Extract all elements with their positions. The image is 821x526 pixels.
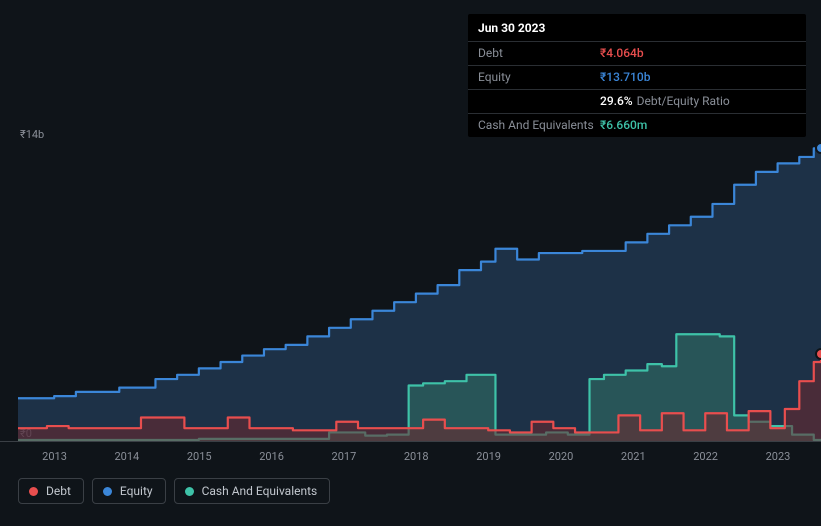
- legend-dot-icon: [185, 487, 194, 496]
- legend-item[interactable]: Equity: [92, 478, 166, 504]
- legend-label: Cash And Equivalents: [202, 484, 318, 498]
- x-axis-tick: 2020: [549, 450, 574, 463]
- legend-label: Debt: [46, 484, 71, 498]
- x-axis-tick: 2021: [621, 450, 646, 463]
- legend-item[interactable]: Debt: [18, 478, 84, 504]
- tooltip-row-label: Equity: [478, 70, 600, 84]
- x-axis-tick: 2013: [42, 450, 67, 463]
- x-axis-tick: 2022: [693, 450, 718, 463]
- chart: ₹14b₹0 201320142015201620172018201920202…: [0, 118, 821, 526]
- tooltip-row-value: ₹13.710b: [600, 70, 650, 84]
- chart-plot: [18, 142, 821, 441]
- tooltip-row: Equity₹13.710b: [468, 65, 806, 89]
- legend-item[interactable]: Cash And Equivalents: [174, 478, 331, 504]
- x-axis-tick: 2016: [259, 450, 284, 463]
- tooltip-row: 29.6% Debt/Equity Ratio: [468, 89, 806, 113]
- tooltip-row-value: ₹4.064b: [600, 46, 644, 60]
- tooltip-date: Jun 30 2023: [468, 14, 806, 41]
- legend-dot-icon: [103, 487, 112, 496]
- tooltip-row-suffix: Debt/Equity Ratio: [637, 94, 730, 108]
- tooltip-row-value: 29.6%: [600, 94, 633, 108]
- x-axis-tick: 2017: [332, 450, 357, 463]
- x-axis-tick: 2015: [187, 450, 212, 463]
- x-axis-tick: 2023: [766, 450, 791, 463]
- chart-legend: Debt Equity Cash And Equivalents: [18, 478, 330, 504]
- legend-label: Equity: [120, 484, 153, 498]
- x-axis-line: [0, 441, 821, 442]
- x-axis-tick: 2018: [404, 450, 429, 463]
- tooltip-row: Debt₹4.064b: [468, 41, 806, 65]
- legend-dot-icon: [29, 487, 38, 496]
- tooltip-row-label: Debt: [478, 46, 600, 60]
- x-axis-tick: 2014: [115, 450, 140, 463]
- x-axis-tick: 2019: [476, 450, 501, 463]
- y-axis-tick: ₹14b: [20, 128, 44, 141]
- tooltip-row-label: [478, 94, 600, 108]
